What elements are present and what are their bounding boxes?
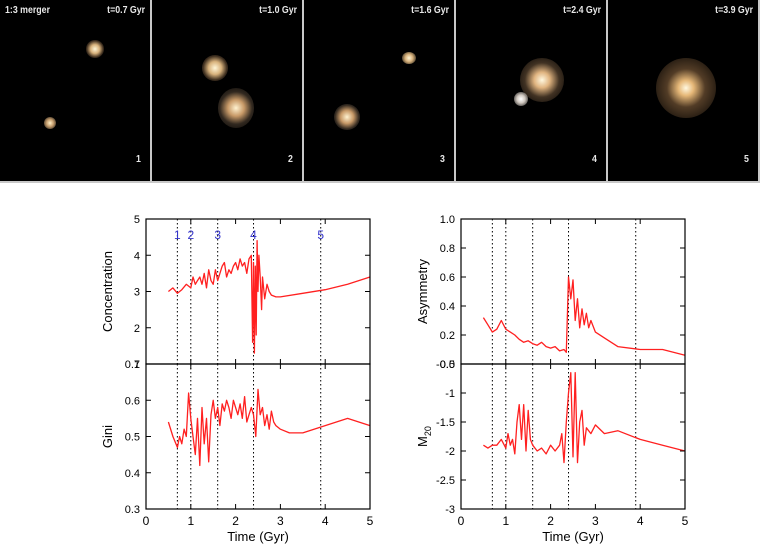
- panel-number: 1: [136, 154, 142, 165]
- panel-time: t=0.7 Gyr: [107, 5, 145, 16]
- snapshot-marker: 2: [187, 228, 194, 242]
- y-tick-label: 2: [134, 323, 140, 335]
- panel-time: t=2.4 Gyr: [563, 5, 601, 16]
- x-tick-label: 2: [547, 514, 554, 528]
- y-tick-label: 0.6: [125, 395, 140, 407]
- data-series-line: [167, 240, 371, 354]
- snapshot-panel-4: t=2.4 Gyr 4: [456, 0, 606, 181]
- y-tick-label: -1: [445, 388, 455, 400]
- y-tick-label: -1.5: [436, 417, 455, 429]
- y-tick-label: -0.5: [436, 359, 455, 371]
- x-tick-label: 4: [637, 514, 644, 528]
- galaxy-blob: [334, 104, 360, 130]
- y-tick-label: 0.4: [125, 468, 140, 480]
- snapshot-strip: 1:3 merger t=0.7 Gyr 1 t=1.0 Gyr 2 t=1.6…: [0, 0, 760, 183]
- y-tick-label: -3: [445, 504, 455, 516]
- galaxy-blob: [218, 88, 254, 128]
- galaxy-blob: [202, 55, 228, 81]
- x-tick-label: 1: [187, 514, 194, 528]
- snapshot-panel-5: t=3.9 Gyr 5: [608, 0, 758, 181]
- plot-frame: [460, 363, 686, 510]
- x-axis-label: Time (Gyr): [542, 529, 604, 544]
- y-axis-label-main: M: [415, 436, 430, 447]
- panel-time: t=1.6 Gyr: [411, 5, 449, 16]
- x-tick-label: 5: [682, 514, 689, 528]
- x-tick-label: 2: [232, 514, 239, 528]
- x-tick-label: 0: [458, 514, 465, 528]
- snapshot-marker: 4: [250, 228, 257, 242]
- panel-number: 5: [744, 154, 750, 165]
- y-tick-label: 5: [134, 214, 140, 226]
- plot-4: -3 -2.5 -2 -1.5 -1 -0.5 0 1 2 3 4 5 Time (Gyr) M20: [415, 359, 689, 544]
- galaxy-blob: [656, 58, 716, 118]
- x-tick-label: 3: [592, 514, 599, 528]
- panel-time: t=1.0 Gyr: [259, 5, 297, 16]
- panel-number: 4: [592, 154, 598, 165]
- y-tick-label: 0.3: [125, 504, 140, 516]
- snapshot-marker: 1: [174, 228, 181, 242]
- y-tick-label: 0.7: [125, 359, 140, 371]
- data-series-line: [483, 372, 686, 464]
- snapshot-marker: 5: [317, 228, 324, 242]
- galaxy-blob: [44, 117, 56, 129]
- galaxy-blob: [520, 58, 564, 102]
- y-axis-label: Asymmetry: [415, 259, 430, 325]
- galaxy-blob: [514, 92, 528, 106]
- y-tick-label: 1: [134, 359, 140, 371]
- y-tick-label: 0.6: [440, 272, 455, 284]
- y-axis-label-sub: 20: [423, 426, 433, 436]
- x-tick-label: 0: [143, 514, 150, 528]
- panel-number: 2: [288, 154, 294, 165]
- y-tick-label: -2: [445, 446, 455, 458]
- data-series-line: [482, 276, 686, 356]
- snapshot-panel-2: t=1.0 Gyr 2: [152, 0, 302, 181]
- y-tick-label: 3: [134, 287, 140, 299]
- y-axis-label: Gini: [100, 425, 115, 448]
- y-tick-label: 0.8: [440, 243, 455, 255]
- panel-caption: 1:3 merger: [5, 5, 51, 16]
- panel-time: t=3.9 Gyr: [715, 5, 753, 16]
- x-tick-label: 4: [322, 514, 329, 528]
- x-axis-label: Time (Gyr): [227, 529, 289, 544]
- x-tick-label: 5: [367, 514, 374, 528]
- y-axis-label: Concentration: [100, 251, 115, 332]
- snapshot-panel-3: t=1.6 Gyr 3: [304, 0, 454, 181]
- plot-2: 0.3 0.4 0.5 0.6 0.7 0 1 2 3 4 5 Time (Gyr) Gini: [100, 359, 374, 544]
- snapshot-marker: 3: [214, 228, 221, 242]
- y-tick-label: 0.2: [440, 330, 455, 342]
- y-tick-label: -2.5: [436, 475, 455, 487]
- galaxy-blob: [402, 52, 416, 64]
- y-tick-label: 0.0: [440, 359, 455, 371]
- x-tick-label: 1: [502, 514, 509, 528]
- data-series-line: [167, 388, 371, 467]
- panel-number: 3: [440, 154, 446, 165]
- snapshot-panel-1: 1:3 merger t=0.7 Gyr 1: [0, 0, 150, 181]
- y-tick-label: 0.4: [440, 301, 455, 313]
- y-tick-label: 0.5: [125, 432, 140, 444]
- x-tick-label: 3: [277, 514, 284, 528]
- galaxy-blob: [86, 40, 104, 58]
- y-tick-label: 1.0: [440, 214, 455, 226]
- plot-3: 0.0 0.2 0.4 0.6 0.8 1.0 Asymmetry: [415, 214, 686, 371]
- y-tick-label: 4: [134, 250, 140, 262]
- y-axis-label: M20: [415, 426, 433, 447]
